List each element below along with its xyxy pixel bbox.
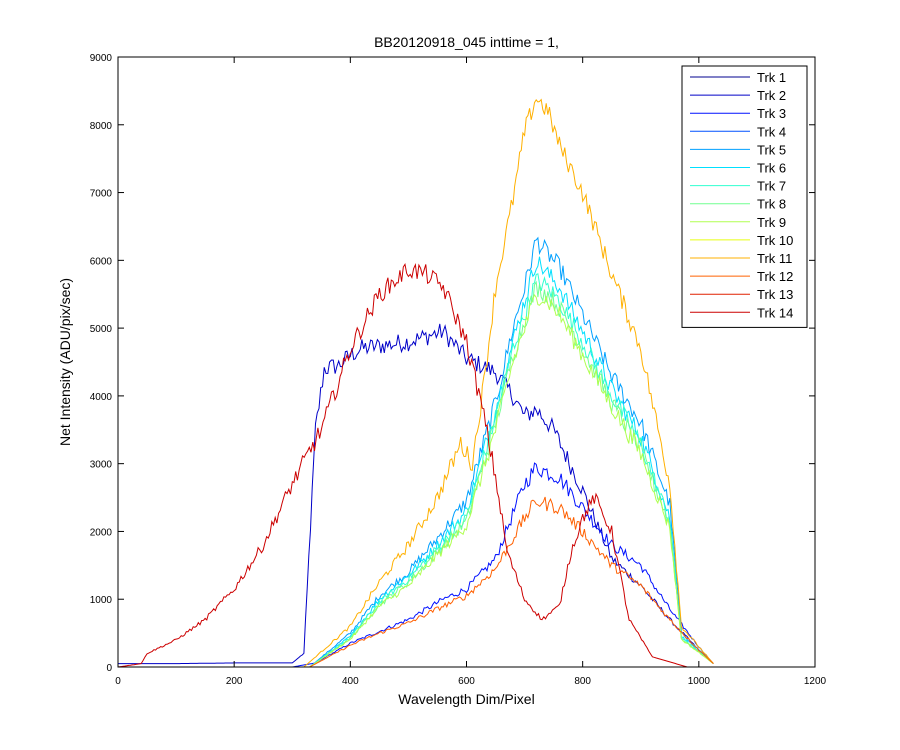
y-tick-label: 4000 (90, 392, 113, 403)
y-tick-label: 8000 (90, 121, 113, 132)
x-tick-label: 1000 (688, 676, 711, 687)
x-tick-label: 1200 (804, 676, 827, 687)
legend-label: Trk 10 (757, 233, 793, 248)
legend-label: Trk 1 (757, 70, 786, 85)
chart-title: BB20120918_045 inttime = 1, (374, 34, 559, 50)
legend: Trk 1 Trk 2 Trk 3 Trk 4 Trk 5 Trk 6 Trk 7 Trk 8… (681, 65, 808, 328)
y-tick-label: 1000 (90, 595, 113, 606)
ticks-layer: 0 200 400 600 800 1000 1200 0 1000 2000 3000 4000 50… (90, 53, 827, 687)
y-axis-label: Net Intensity (ADU/pix/sec) (57, 278, 73, 446)
legend-label: Trk 14 (757, 305, 793, 320)
x-tick-label: 600 (458, 676, 475, 687)
legend-label: Trk 5 (757, 142, 786, 157)
y-tick-label: 5000 (90, 324, 113, 335)
legend-label: Trk 4 (757, 124, 786, 139)
legend-label: Trk 2 (757, 88, 786, 103)
legend-label: Trk 6 (757, 161, 786, 176)
x-tick-label: 0 (115, 676, 121, 687)
y-tick-label: 3000 (90, 460, 113, 471)
legend-label: Trk 13 (757, 287, 793, 302)
y-tick-label: 6000 (90, 256, 113, 267)
x-tick-label: 400 (342, 676, 359, 687)
y-tick-label: 9000 (90, 53, 113, 64)
x-tick-label: 200 (226, 676, 243, 687)
y-tick-label: 7000 (90, 189, 113, 200)
y-tick-label: 0 (106, 663, 112, 674)
legend-label: Trk 9 (757, 215, 786, 230)
legend-label: Trk 11 (757, 251, 792, 266)
series-line-14 (117, 262, 714, 668)
series-line-2 (118, 323, 714, 665)
legend-label: Trk 8 (757, 197, 786, 212)
legend-label: Trk 7 (757, 179, 786, 194)
x-axis-label: Wavelength Dim/Pixel (398, 691, 534, 707)
legend-label: Trk 12 (757, 269, 793, 284)
y-tick-label: 2000 (90, 527, 113, 538)
legend-box (681, 65, 808, 328)
x-tick-label: 800 (574, 676, 591, 687)
legend-label: Trk 3 (757, 106, 786, 121)
